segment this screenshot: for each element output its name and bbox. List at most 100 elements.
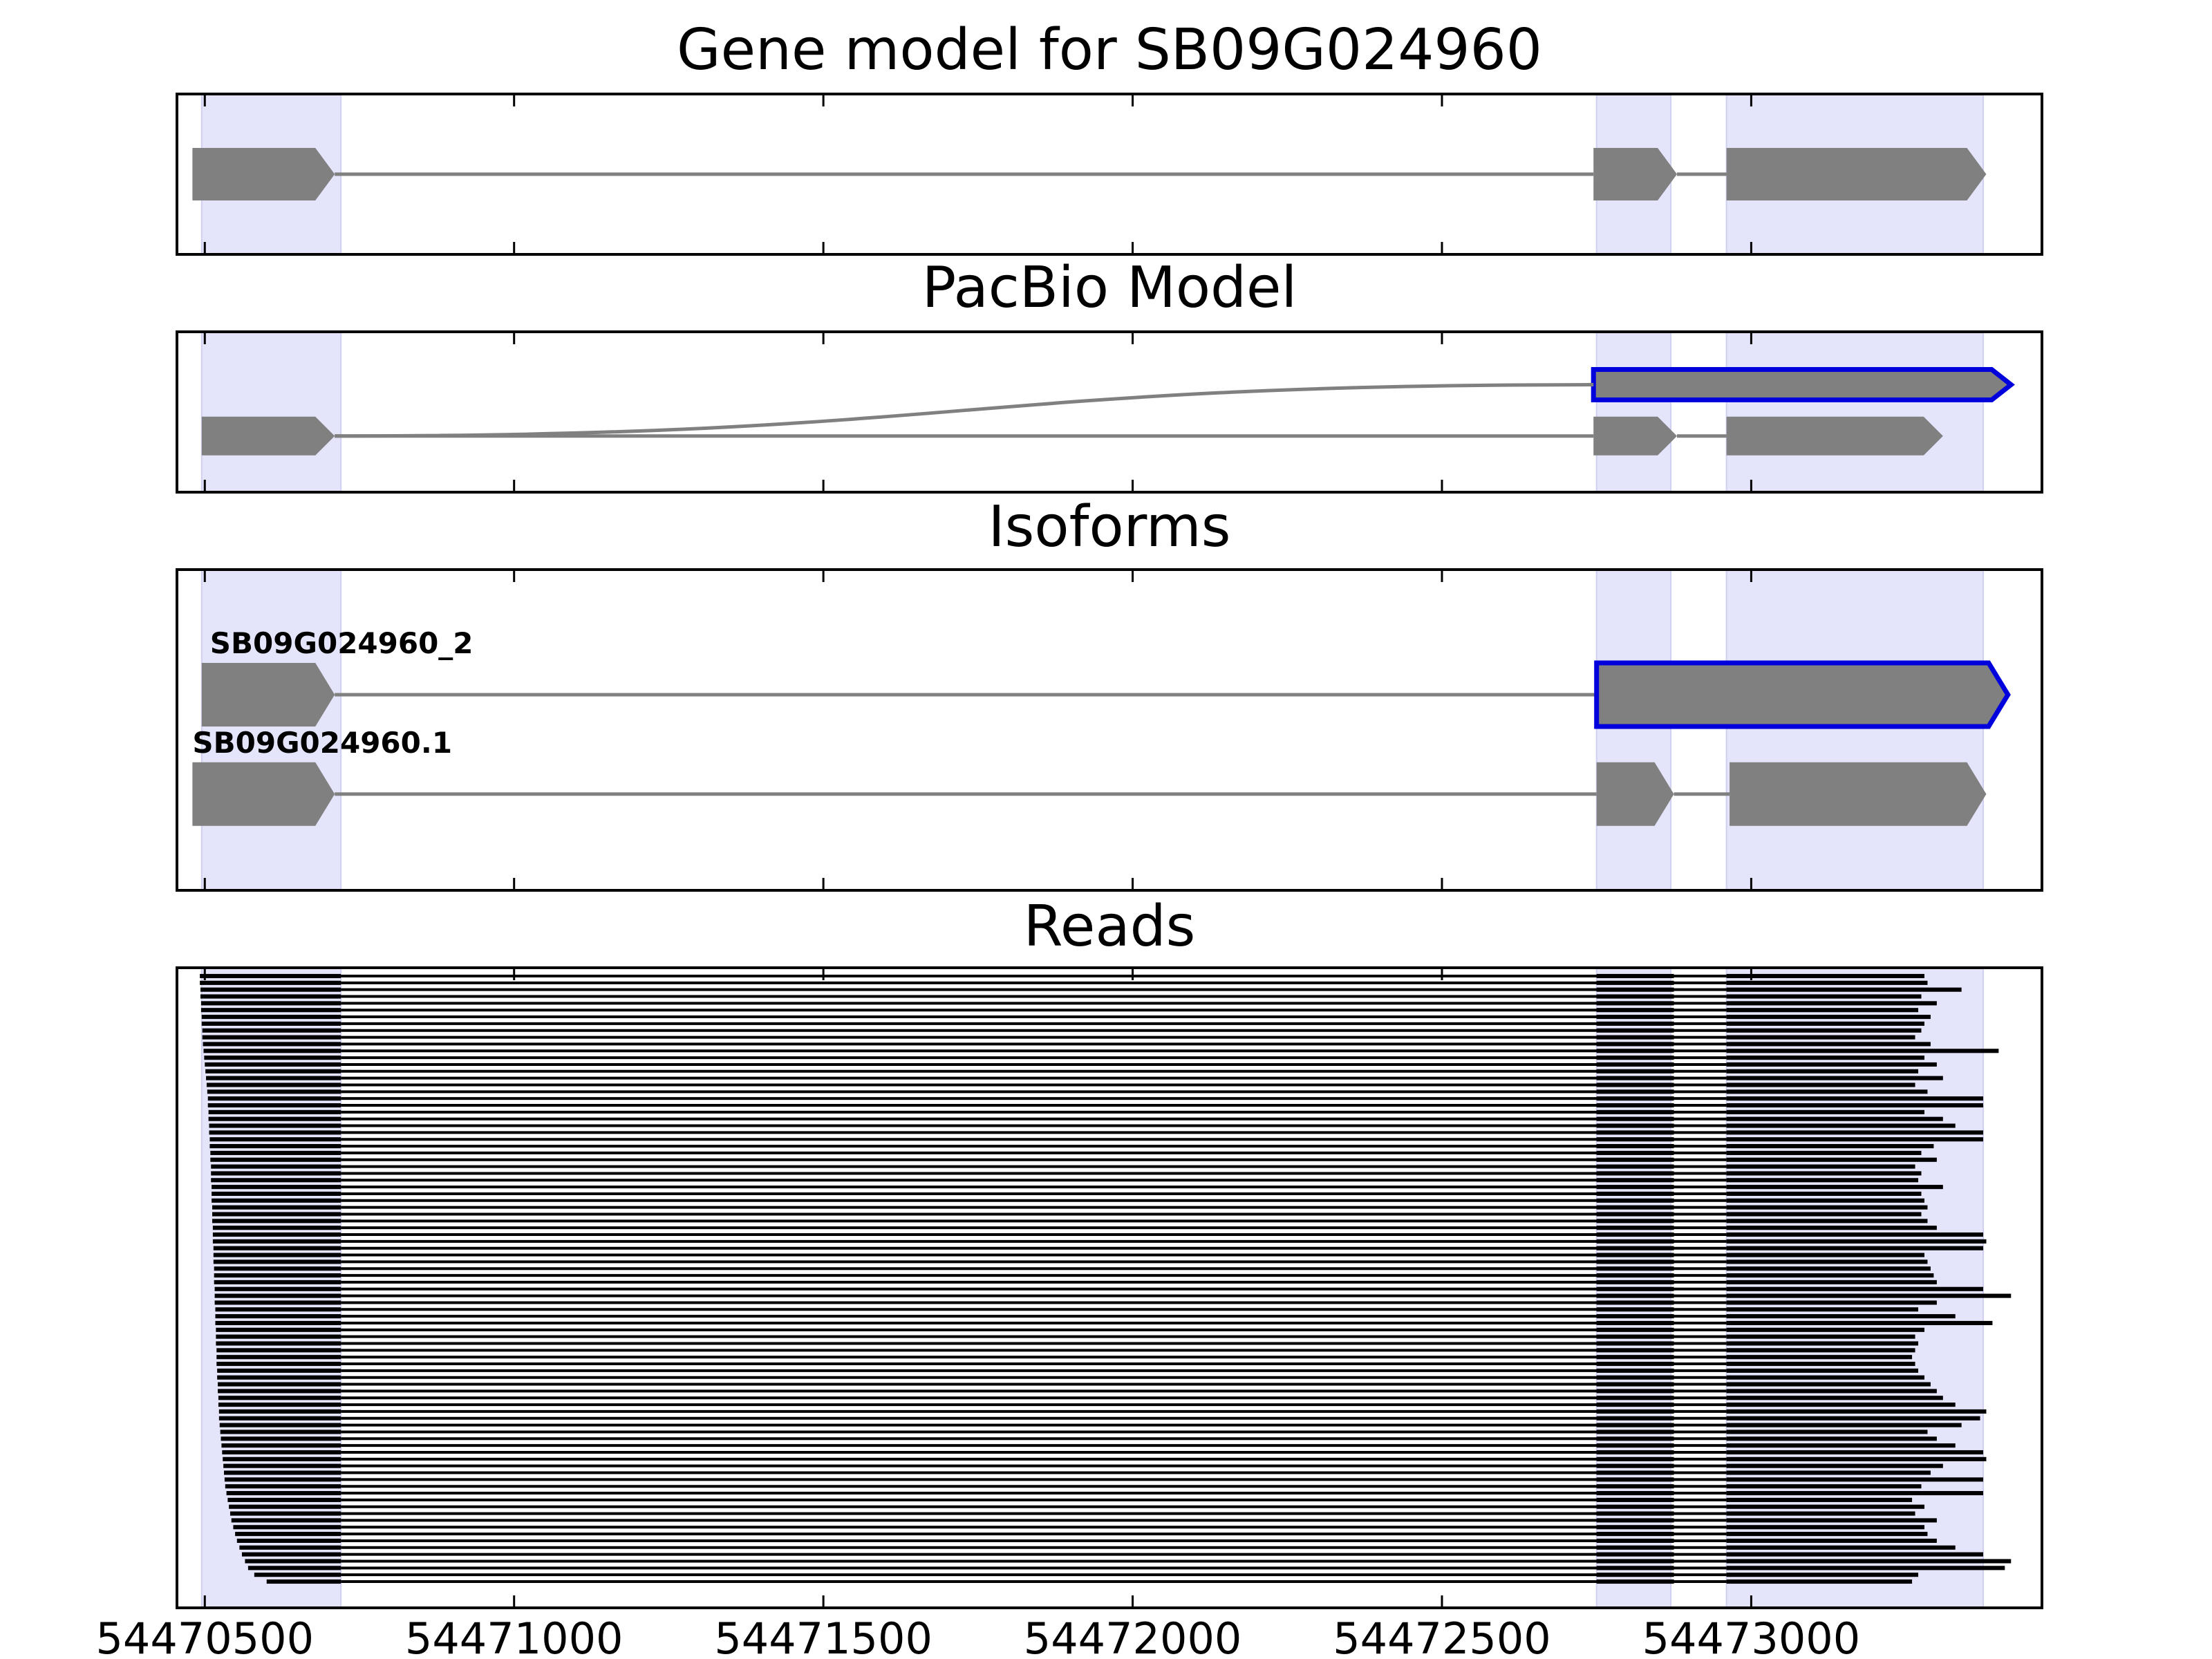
read-72-exon-1 bbox=[223, 1456, 341, 1461]
read-21-exon-2 bbox=[1596, 1109, 1674, 1114]
read-42-exon-1 bbox=[213, 1253, 341, 1257]
read-47 bbox=[214, 1286, 1983, 1291]
pacbio-model-exon-2-1 bbox=[201, 416, 335, 456]
read-64-exon-3 bbox=[1726, 1403, 1956, 1407]
read-56 bbox=[216, 1348, 1915, 1353]
read-9 bbox=[202, 1028, 1922, 1033]
read-76 bbox=[225, 1484, 1922, 1489]
read-20-exon-3 bbox=[1726, 1103, 1983, 1108]
x-tick-label-3: 54471500 bbox=[714, 1613, 932, 1659]
read-80-exon-1 bbox=[229, 1511, 341, 1516]
read-13-exon-2 bbox=[1596, 1056, 1674, 1060]
read-55-exon-1 bbox=[216, 1341, 341, 1346]
read-20-exon-2 bbox=[1596, 1103, 1674, 1108]
read-84-exon-2 bbox=[1596, 1538, 1674, 1543]
read-7 bbox=[201, 1015, 1931, 1020]
read-27-exon-1 bbox=[210, 1150, 341, 1155]
read-19-exon-1 bbox=[207, 1096, 341, 1101]
gene-model-panel: Gene model for SB09G024960 bbox=[176, 17, 2043, 256]
read-64 bbox=[218, 1403, 1956, 1407]
read-62-exon-1 bbox=[218, 1389, 341, 1394]
read-85-exon-2 bbox=[1596, 1545, 1674, 1550]
read-35-exon-3 bbox=[1726, 1205, 1928, 1210]
read-89-exon-3 bbox=[1726, 1573, 1919, 1577]
reads-title: Reads bbox=[1024, 894, 1196, 959]
read-32 bbox=[212, 1185, 1943, 1190]
read-65-exon-1 bbox=[218, 1409, 341, 1414]
read-84 bbox=[236, 1538, 1937, 1543]
read-21-exon-1 bbox=[208, 1109, 341, 1114]
read-72-exon-2 bbox=[1596, 1456, 1674, 1461]
read-8-exon-1 bbox=[201, 1021, 341, 1026]
read-70-exon-1 bbox=[221, 1443, 341, 1448]
read-25-exon-3 bbox=[1726, 1137, 1983, 1142]
read-44-exon-2 bbox=[1596, 1266, 1674, 1271]
read-36-exon-3 bbox=[1726, 1212, 1922, 1217]
read-23-exon-2 bbox=[1596, 1123, 1674, 1128]
read-14-exon-1 bbox=[205, 1062, 341, 1067]
read-65 bbox=[218, 1409, 1987, 1414]
read-50 bbox=[215, 1307, 1919, 1312]
read-3-exon-2 bbox=[1596, 987, 1674, 992]
read-45-exon-2 bbox=[1596, 1273, 1674, 1278]
read-7-exon-1 bbox=[201, 1015, 341, 1020]
read-58-exon-1 bbox=[216, 1361, 341, 1367]
read-29-exon-2 bbox=[1596, 1164, 1674, 1169]
read-52-exon-2 bbox=[1596, 1320, 1674, 1326]
read-8 bbox=[201, 1021, 1924, 1026]
read-51-exon-1 bbox=[215, 1314, 341, 1319]
read-78 bbox=[227, 1497, 1913, 1502]
read-85 bbox=[239, 1545, 1956, 1550]
read-1 bbox=[200, 973, 1924, 979]
read-55-exon-2 bbox=[1596, 1341, 1674, 1346]
read-3-exon-1 bbox=[200, 987, 341, 992]
pacbio-model-track-1 bbox=[1591, 367, 2015, 403]
read-88-exon-2 bbox=[1596, 1566, 1674, 1571]
gene-model-exon-1-2 bbox=[1593, 148, 1678, 200]
read-47-exon-3 bbox=[1726, 1286, 1983, 1291]
read-74-exon-2 bbox=[1596, 1470, 1674, 1475]
read-32-exon-3 bbox=[1726, 1185, 1943, 1190]
read-18-exon-1 bbox=[207, 1089, 341, 1094]
read-77 bbox=[226, 1490, 1983, 1496]
read-82-exon-3 bbox=[1726, 1525, 1924, 1530]
read-86-exon-2 bbox=[1596, 1552, 1674, 1557]
read-27-exon-2 bbox=[1596, 1150, 1674, 1155]
read-6-exon-1 bbox=[200, 1008, 341, 1013]
read-4 bbox=[200, 994, 1922, 999]
pacbio-model-track-2 bbox=[201, 416, 1943, 456]
read-20 bbox=[207, 1103, 1983, 1108]
read-86-exon-3 bbox=[1726, 1552, 1983, 1557]
isoforms-title: Isoforms bbox=[988, 494, 1231, 560]
read-37-exon-2 bbox=[1596, 1219, 1674, 1224]
read-9-exon-1 bbox=[202, 1028, 341, 1033]
read-27-exon-3 bbox=[1726, 1150, 1922, 1155]
gene-model-exon-1-1 bbox=[192, 148, 335, 200]
read-69-exon-1 bbox=[221, 1436, 341, 1441]
read-32-exon-2 bbox=[1596, 1185, 1674, 1190]
read-53 bbox=[216, 1327, 1924, 1332]
read-41-exon-3 bbox=[1726, 1246, 1983, 1250]
isoforms-track-1: SB09G024960_2 bbox=[201, 626, 2011, 729]
read-24-exon-1 bbox=[209, 1130, 341, 1135]
x-tick-label-5: 54472500 bbox=[1333, 1613, 1551, 1659]
read-28-exon-1 bbox=[210, 1157, 341, 1162]
read-80 bbox=[229, 1511, 1915, 1516]
read-52 bbox=[215, 1320, 1993, 1326]
read-22-exon-1 bbox=[208, 1116, 341, 1121]
read-26-exon-2 bbox=[1596, 1144, 1674, 1149]
read-63-exon-2 bbox=[1596, 1396, 1674, 1400]
read-13-exon-3 bbox=[1726, 1056, 1924, 1060]
read-33-exon-2 bbox=[1596, 1191, 1674, 1197]
isoforms-exon-band-1 bbox=[200, 569, 342, 891]
read-4-exon-1 bbox=[200, 994, 341, 999]
read-17 bbox=[206, 1082, 1915, 1087]
pacbio-model-panel: PacBio Model bbox=[176, 255, 2043, 494]
read-28 bbox=[210, 1157, 1937, 1162]
read-84-exon-3 bbox=[1726, 1538, 1937, 1543]
read-41 bbox=[213, 1246, 1983, 1250]
isoforms-exon-2-3 bbox=[1730, 762, 1987, 826]
read-56-exon-1 bbox=[216, 1348, 341, 1353]
read-50-exon-1 bbox=[215, 1307, 341, 1312]
read-28-exon-3 bbox=[1726, 1157, 1937, 1162]
